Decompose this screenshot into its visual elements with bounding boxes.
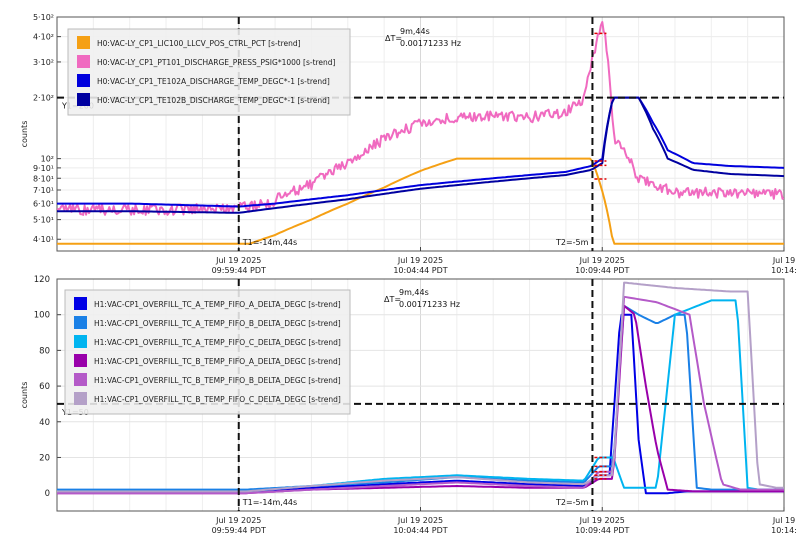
y-tick-label: 120 [34, 275, 50, 285]
x-tick-date: Jul 19 2025 [397, 256, 443, 265]
x-tick-time: 10:04:44 PDT [393, 266, 447, 275]
y-axis-label: counts [20, 121, 29, 148]
legend-entry: H1:VAC-CP1_OVERFILL_TC_A_TEMP_FIFO_B_DEL… [94, 319, 341, 328]
t2-cursor-label: T2=-5m [555, 238, 589, 247]
legend-swatch [77, 36, 90, 49]
legend-swatch [74, 354, 87, 367]
delta-t-value: 9m,44s [400, 27, 430, 36]
legend-entry: H1:VAC-CP1_OVERFILL_TC_B_TEMP_FIFO_C_DEL… [94, 395, 341, 404]
x-tick-date: Jul 19 2025 [215, 256, 261, 265]
y-tick-label: 40 [39, 418, 50, 428]
legend: H1:VAC-CP1_OVERFILL_TC_A_TEMP_FIFO_A_DEL… [64, 289, 351, 415]
t1-cursor-label: T1=-14m,44s [242, 238, 297, 247]
y-tick-label: 0 [45, 489, 50, 499]
legend-entry: H1:VAC-CP1_OVERFILL_TC_A_TEMP_FIFO_A_DEL… [94, 300, 341, 309]
legend-swatch [74, 316, 87, 329]
legend-entry: H1:VAC-CP1_OVERFILL_TC_B_TEMP_FIFO_A_DEL… [94, 357, 341, 366]
x-tick-time: 10:09:44 PDT [575, 266, 629, 275]
y-tick-label: 20 [39, 453, 50, 463]
y-tick-label: 6·10¹ [33, 200, 54, 209]
x-tick-time: 10:09:44 PDT [575, 526, 629, 535]
legend-entry: H0:VAC-LY_CP1_TE102B_DISCHARGE_TEMP_DEGC… [97, 96, 330, 105]
cursor-value-markers [594, 32, 607, 180]
legend-swatch [74, 392, 87, 405]
y-tick-label: 2·10² [33, 94, 54, 103]
t2-cursor-label: T2=-5m [555, 498, 589, 507]
series-group [57, 21, 784, 245]
y-tick-label: 4·10¹ [33, 235, 54, 244]
y-tick-label: 9·10¹ [33, 164, 54, 173]
legend-box [67, 28, 351, 116]
y-tick-label: 8·10¹ [33, 174, 54, 183]
legend-entry: H0:VAC-LY_CP1_PT101_DISCHARGE_PRESS_PSIG… [97, 58, 336, 67]
x-tick-date: Jul 19 [772, 256, 795, 265]
y-tick-label: 5·10¹ [33, 216, 54, 225]
legend-swatch [77, 93, 90, 106]
y-axis-label: counts [20, 382, 29, 409]
series-group [57, 281, 784, 495]
x-tick-date: Jul 19 2025 [579, 516, 625, 525]
x-tick-time: 10:14: [771, 526, 797, 535]
y-tick-label: 4·10² [33, 33, 54, 42]
y-tick-label: 60 [39, 382, 50, 392]
t1-cursor-label: T1=-14m,44s [242, 498, 297, 507]
y-tick-label: 100 [34, 311, 50, 321]
series-line [57, 281, 784, 493]
delta-t-label: ΔT= [385, 34, 402, 43]
legend-swatch [77, 74, 90, 87]
x-tick-date: Jul 19 2025 [397, 516, 443, 525]
y-tick-label: 7·10¹ [33, 186, 54, 195]
x-tick-time: 09:59:44 PDT [212, 526, 266, 535]
series-line [57, 96, 784, 214]
series-line [57, 96, 784, 208]
cursor-value-markers [594, 456, 607, 480]
legend-entry: H1:VAC-CP1_OVERFILL_TC_A_TEMP_FIFO_C_DEL… [94, 338, 341, 347]
y-tick-label: 80 [39, 346, 50, 356]
legend-swatch [74, 297, 87, 310]
legend-swatch [74, 335, 87, 348]
delta-frequency-value: 0.00171233 Hz [400, 39, 461, 48]
delta-t-label: ΔT= [384, 295, 401, 304]
legend-swatch [77, 55, 90, 68]
legend: H0:VAC-LY_CP1_LIC100_LLCV_POS_CTRL_PCT [… [67, 28, 351, 116]
x-tick-time: 09:59:44 PDT [212, 266, 266, 275]
delta-t-value: 9m,44s [399, 288, 429, 297]
x-tick-date: Jul 19 2025 [579, 256, 625, 265]
legend-entry: H1:VAC-CP1_OVERFILL_TC_B_TEMP_FIFO_B_DEL… [94, 376, 341, 385]
x-tick-time: 10:14: [771, 266, 797, 275]
y-tick-label: 5·10² [33, 13, 54, 22]
x-tick-time: 10:04:44 PDT [393, 526, 447, 535]
delta-frequency-value: 0.00171233 Hz [399, 300, 460, 309]
y-tick-label: 3·10² [33, 58, 54, 67]
series-line [57, 295, 784, 495]
legend-entry: H0:VAC-LY_CP1_TE102A_DISCHARGE_TEMP_DEGC… [97, 77, 330, 86]
y-tick-label: 10² [41, 155, 54, 164]
legend-box [64, 289, 351, 415]
series-line [57, 157, 784, 245]
x-tick-date: Jul 19 [772, 516, 795, 525]
legend-swatch [74, 373, 87, 386]
legend-entry: H0:VAC-LY_CP1_LIC100_LLCV_POS_CTRL_PCT [… [97, 39, 301, 48]
x-tick-date: Jul 19 2025 [215, 516, 261, 525]
